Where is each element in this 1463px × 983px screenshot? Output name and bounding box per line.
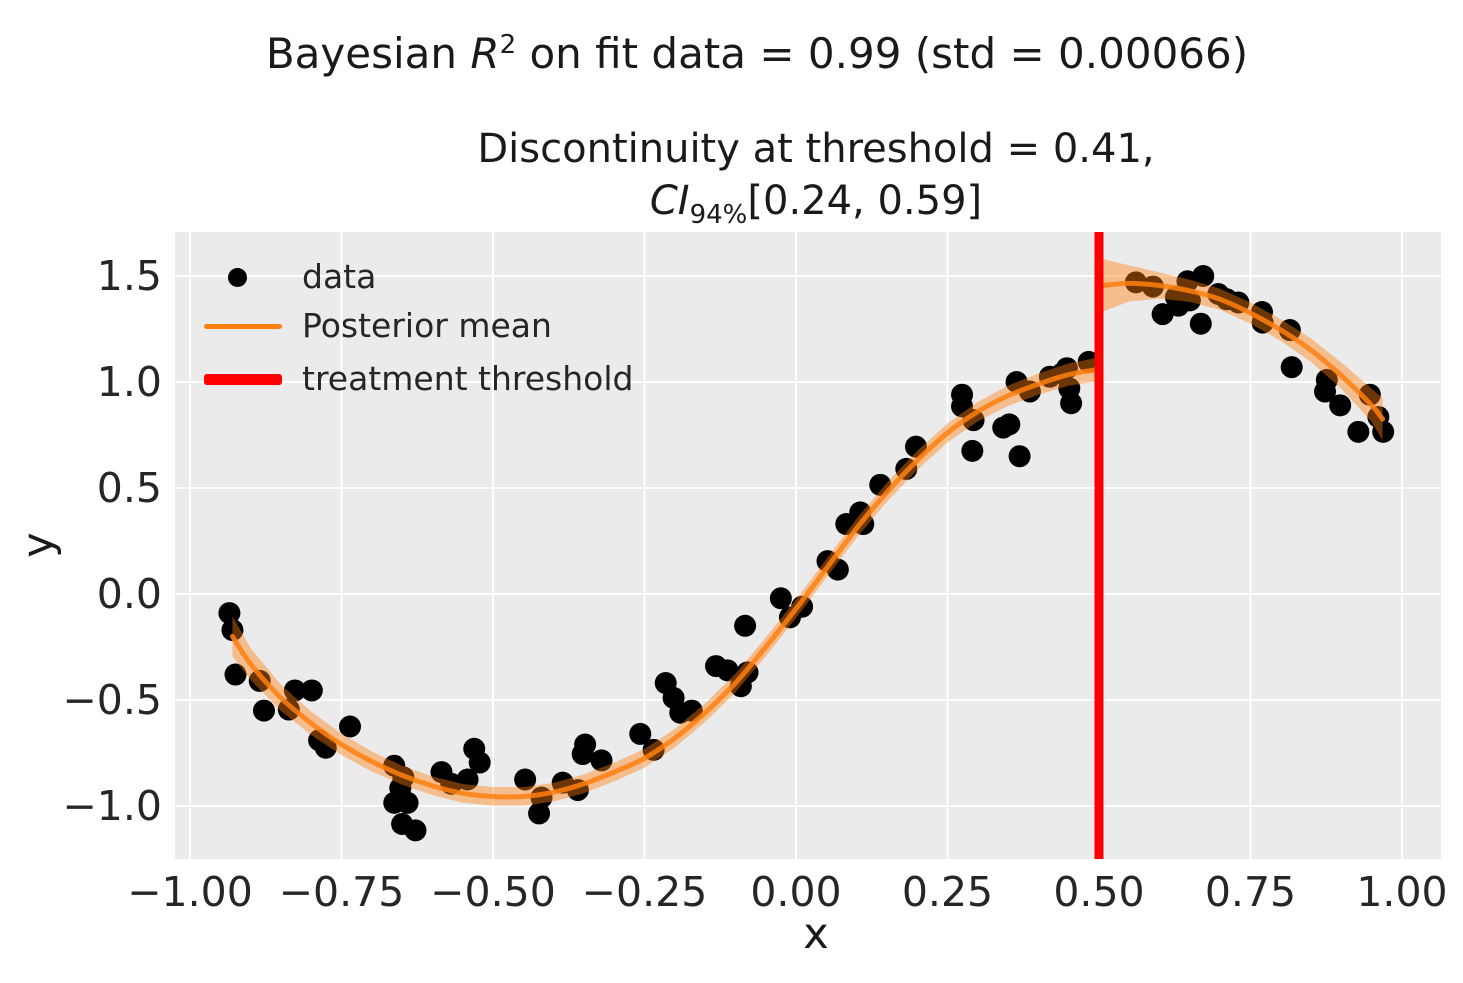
data-point — [734, 614, 757, 637]
data-point — [716, 659, 739, 682]
data-point — [571, 743, 594, 766]
y-tick-label: −1.0 — [62, 781, 162, 830]
data-point — [590, 749, 613, 772]
plot-background — [175, 232, 1441, 859]
x-tick-label: −0.50 — [430, 868, 556, 916]
x-tick-label: −1.00 — [127, 868, 253, 916]
data-point — [629, 722, 652, 745]
axes-title-line2: CI94%[0.24, 0.59] — [650, 176, 982, 240]
data-point — [1192, 264, 1215, 287]
posterior-mean-line-post — [1099, 280, 1386, 422]
y-axis-label: y — [13, 532, 63, 558]
data-point — [962, 409, 985, 432]
posterior-mean-line-pre — [229, 366, 1102, 800]
legend-label: treatment threshold — [302, 359, 634, 398]
y-tick-label: 1.0 — [96, 357, 162, 406]
x-tick-label: 0.50 — [1053, 868, 1145, 916]
legend-label: data — [302, 257, 377, 296]
data-point — [300, 679, 323, 702]
y-tick-label: 0.5 — [96, 463, 162, 512]
data-point — [1314, 380, 1337, 403]
data-point — [528, 802, 551, 825]
data-point — [248, 669, 271, 692]
x-tick-label: −0.75 — [278, 868, 405, 916]
data-point — [404, 819, 427, 842]
figure-title-r-variable: R — [470, 29, 500, 78]
data-point — [218, 602, 241, 625]
figure-title-prefix: Bayesian — [265, 29, 471, 78]
data-point — [1278, 319, 1301, 342]
legend-posterior-mean-line-icon — [204, 323, 282, 329]
data-point — [283, 679, 306, 702]
data-point — [769, 587, 792, 610]
credible-band-pre — [232, 357, 1099, 806]
data-point — [1329, 394, 1352, 417]
data-point — [1178, 289, 1201, 312]
data-point — [1280, 356, 1303, 379]
ci-variable: CI — [649, 178, 690, 224]
data-point — [904, 435, 927, 458]
credible-band-post — [1102, 259, 1383, 441]
data-point — [468, 751, 491, 774]
data-point — [339, 715, 362, 738]
x-tick-label: 0.75 — [1204, 868, 1297, 916]
legend-data-marker-icon — [228, 267, 247, 287]
x-tick-label: 1.00 — [1356, 868, 1448, 916]
data-point — [998, 413, 1021, 436]
data-point — [1347, 420, 1370, 443]
data-point — [1077, 350, 1100, 373]
y-tick-label: 1.5 — [96, 251, 162, 300]
y-tick-label: 0.0 — [96, 569, 162, 618]
data-point — [514, 768, 537, 791]
x-axis-label: x — [803, 909, 829, 959]
data-point — [791, 595, 814, 618]
data-point — [1060, 392, 1083, 415]
figure-title-suffix: on fit data = 0.99 (std = 0.00066) — [516, 29, 1249, 78]
axes-title-line1: Discontinuity at threshold = 0.41, — [477, 126, 1155, 172]
legend-label: Posterior mean — [302, 306, 552, 345]
data-point — [961, 439, 984, 462]
data-point — [224, 663, 247, 686]
data-point — [680, 699, 703, 722]
data-point — [1372, 420, 1395, 443]
data-point — [277, 698, 300, 721]
x-tick-label: −0.25 — [581, 868, 708, 916]
data-point — [314, 736, 337, 759]
figure-title-exponent: 2 — [499, 30, 517, 60]
data-point — [252, 699, 275, 722]
data-point — [1008, 445, 1031, 468]
y-tick-label: −0.5 — [62, 675, 162, 724]
data-point — [396, 791, 419, 814]
x-tick-label: 0.25 — [901, 868, 994, 916]
ci-interval: [0.24, 0.59] — [747, 178, 983, 224]
data-point — [221, 619, 244, 642]
figure-title: Bayesian R2 on fit data = 0.99 (std = 0.… — [266, 20, 1248, 79]
ci-subscript: 94% — [689, 200, 748, 230]
data-point — [456, 768, 479, 791]
data-point — [1189, 312, 1212, 335]
x-tick-label: 0.00 — [750, 868, 842, 916]
legend-threshold-line-icon — [204, 373, 282, 385]
